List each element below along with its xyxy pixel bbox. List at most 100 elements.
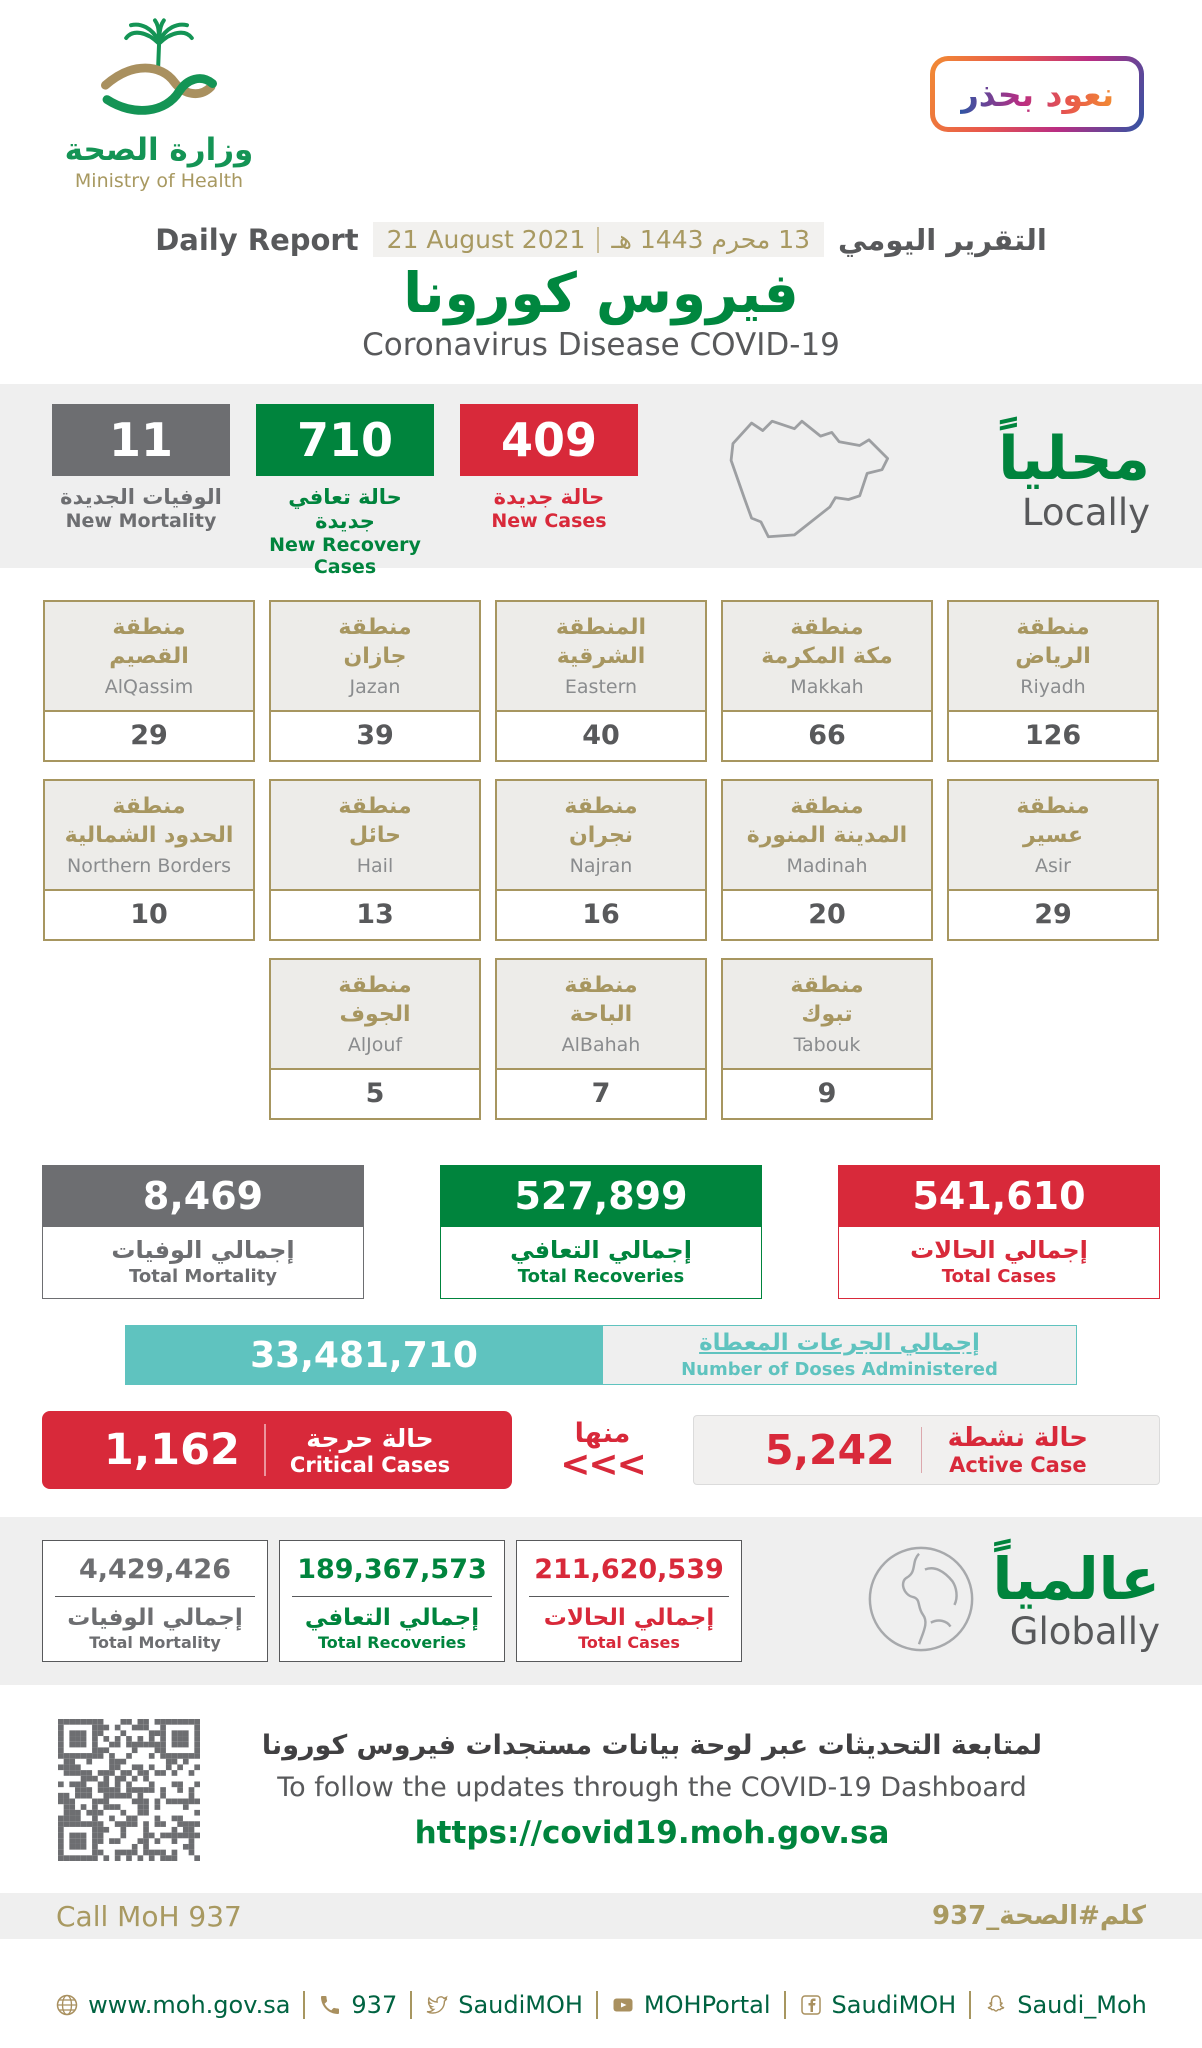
total-mortality-value: 8,469	[42, 1165, 364, 1227]
footer-link-website[interactable]: www.moh.gov.sa	[42, 1991, 303, 2019]
critical-cases-label-en: Critical Cases	[289, 1452, 451, 1477]
critical-cases-box: 1,162 حالة حرجة Critical Cases	[42, 1411, 512, 1489]
region-ar-line2: مكة المكرمة	[761, 644, 893, 669]
new-cases-label-en: New Cases	[491, 510, 607, 532]
region-value: 10	[45, 889, 253, 939]
footer-link-twitter[interactable]: SaudiMOH	[410, 1991, 596, 2019]
locally-section: 11 الوفيات الجديدة New Mortality 710 حال…	[0, 384, 1202, 578]
snapchat-icon	[987, 1995, 1005, 2012]
logo-title-english: Ministry of Health	[74, 170, 244, 192]
globally-section: 4,429,426 إجمالي الوفيات Total Mortality…	[0, 1517, 1202, 1685]
global-cases-box: 211,620,539 إجمالي الحالات Total Cases	[516, 1540, 742, 1662]
of-which-label-ar: منها	[574, 1418, 631, 1450]
total-mortality-label-ar: إجمالي الوفيات	[111, 1236, 295, 1264]
call-moh-hashtag-ar: كلم#الصحة_937	[932, 1901, 1146, 1931]
region-ar-line1: منطقة	[112, 794, 186, 820]
footer-link-facebook[interactable]: SaudiMOH	[783, 1991, 970, 2019]
footer-link-youtube[interactable]: MOHPortal	[595, 1991, 784, 2019]
daily-report-label-ar: التقرير اليومي	[838, 222, 1047, 257]
region-ar-line1: منطقة	[564, 973, 638, 999]
new-cases-stat: 409 حالة جديدة New Cases	[460, 404, 638, 578]
footer-link-phone[interactable]: 937	[303, 1991, 410, 2019]
local-totals: 8,469 إجمالي الوفيات Total Mortality 527…	[0, 1141, 1202, 1299]
global-mortality-box: 4,429,426 إجمالي الوفيات Total Mortality	[42, 1540, 268, 1662]
region-value: 66	[723, 710, 931, 760]
logo-title-arabic: وزارة الصحة	[64, 132, 254, 168]
region-ar-line2: الشرقية	[556, 644, 646, 669]
region-card-tabouk: منطقة تبوك Tabouk 9	[721, 958, 933, 1120]
total-recoveries-value: 527,899	[440, 1165, 762, 1227]
new-cases-label-ar: حالة جديدة	[493, 485, 605, 509]
doses-label-en: Number of Doses Administered	[681, 1359, 998, 1380]
new-recovery-value: 710	[256, 404, 434, 476]
region-card-najran: منطقة نجران Najran 16	[495, 779, 707, 941]
active-case-box: 5,242 حالة نشطة Active Case	[693, 1415, 1160, 1485]
region-ar-line2: عسير	[1022, 823, 1084, 848]
region-card-alqassim: منطقة القصيم AlQassim 29	[43, 600, 255, 762]
footer-link-label: MOHPortal	[643, 1991, 771, 2019]
new-mortality-label-en: New Mortality	[65, 510, 217, 532]
region-name-en: Najran	[569, 854, 633, 877]
active-case-label-ar: حالة نشطة	[947, 1423, 1089, 1453]
total-cases: 541,610 إجمالي الحالات Total Cases	[838, 1165, 1160, 1299]
region-ar-line2: حائل	[348, 823, 401, 848]
region-ar-line1: منطقة	[338, 794, 412, 820]
new-recovery-label-ar: حالة تعافي جديدة	[288, 485, 402, 533]
footer-link-label: Saudi_Moh	[1017, 1991, 1147, 2019]
date-divider	[597, 226, 600, 253]
region-value: 5	[271, 1068, 479, 1118]
new-mortality-label-ar: الوفيات الجديدة	[60, 485, 222, 509]
critical-cases-value: 1,162	[103, 1425, 240, 1475]
global-cases-label-en: Total Cases	[578, 1633, 680, 1652]
region-name-en: Northern Borders	[67, 854, 231, 877]
locally-title-ar: محلياً	[998, 424, 1150, 494]
moh-logo: وزارة الصحة Ministry of Health	[44, 18, 274, 192]
new-mortality-value: 11	[52, 404, 230, 476]
region-name-en: AlBahah	[561, 1033, 641, 1056]
globally-title-ar: عالمياً	[992, 1545, 1160, 1614]
region-ar-line2: تبوك	[801, 1002, 853, 1027]
critical-cases-label-ar: حالة حرجة	[306, 1423, 434, 1453]
divider	[263, 1424, 266, 1476]
locally-title-en: Locally	[1021, 491, 1150, 534]
footer-link-snapchat[interactable]: Saudi_Moh	[969, 1991, 1160, 2019]
call-moh-band: Call MoH 937 كلم#الصحة_937	[0, 1893, 1202, 1939]
report-date-chip: 21 August 2021 13 محرم 1443 هـ	[372, 222, 825, 257]
total-cases-label-en: Total Cases	[941, 1266, 1057, 1287]
dashboard-url-link[interactable]: https://covid19.moh.gov.sa	[414, 1814, 890, 1851]
footer-link-label: SaudiMOH	[458, 1991, 583, 2019]
date-hijri: 13 محرم 1443 هـ	[611, 225, 811, 254]
chevrons-left-icon: <<<	[560, 1444, 647, 1486]
doses-administered-bar: 33,481,710 إجمالي الجرعات المعطاة Number…	[125, 1325, 1077, 1385]
footer-link-label: 937	[351, 1991, 398, 2019]
region-name-en: AlJouf	[347, 1033, 403, 1056]
region-name-en: Asir	[1035, 854, 1071, 877]
footer-link-label: www.moh.gov.sa	[88, 1991, 291, 2019]
region-name-en: Eastern	[564, 675, 638, 698]
region-card-jazan: منطقة جازان Jazan 39	[269, 600, 481, 762]
globe-icon	[56, 1994, 78, 2016]
region-ar-line1: منطقة	[1016, 794, 1090, 820]
region-value: 29	[45, 710, 253, 760]
page-title-arabic: فيروس كورونا	[403, 261, 799, 325]
critical-active-row: 1,162 حالة حرجة Critical Cases منها <<< …	[0, 1385, 1202, 1489]
active-case-value: 5,242	[764, 1426, 895, 1474]
region-value: 7	[497, 1068, 705, 1118]
region-ar-line2: الرياض	[1015, 644, 1091, 669]
saudi-arabia-map-icon	[705, 404, 910, 558]
region-name-en: Riyadh	[1020, 675, 1086, 698]
new-cases-value: 409	[460, 404, 638, 476]
total-recoveries-label-en: Total Recoveries	[517, 1266, 685, 1287]
regions-row-2: منطقة الحدود الشمالية Northern Borders 10…	[40, 779, 1162, 941]
global-mortality-label-en: Total Mortality	[89, 1633, 221, 1652]
region-card-madinah: منطقة المدينة المنورة Madinah 20	[721, 779, 933, 941]
globe-icon	[862, 1540, 980, 1662]
region-name-en: AlQassim	[104, 675, 194, 698]
global-cases-label-ar: إجمالي الحالات	[543, 1605, 715, 1631]
global-recoveries-label-ar: إجمالي التعافي	[304, 1605, 480, 1631]
region-name-en: Tabouk	[793, 1033, 861, 1056]
global-mortality-value: 4,429,426	[78, 1554, 232, 1585]
active-case-label-en: Active Case	[949, 1453, 1087, 1477]
global-recoveries-label-en: Total Recoveries	[318, 1633, 466, 1652]
region-ar-line1: منطقة	[338, 615, 412, 641]
